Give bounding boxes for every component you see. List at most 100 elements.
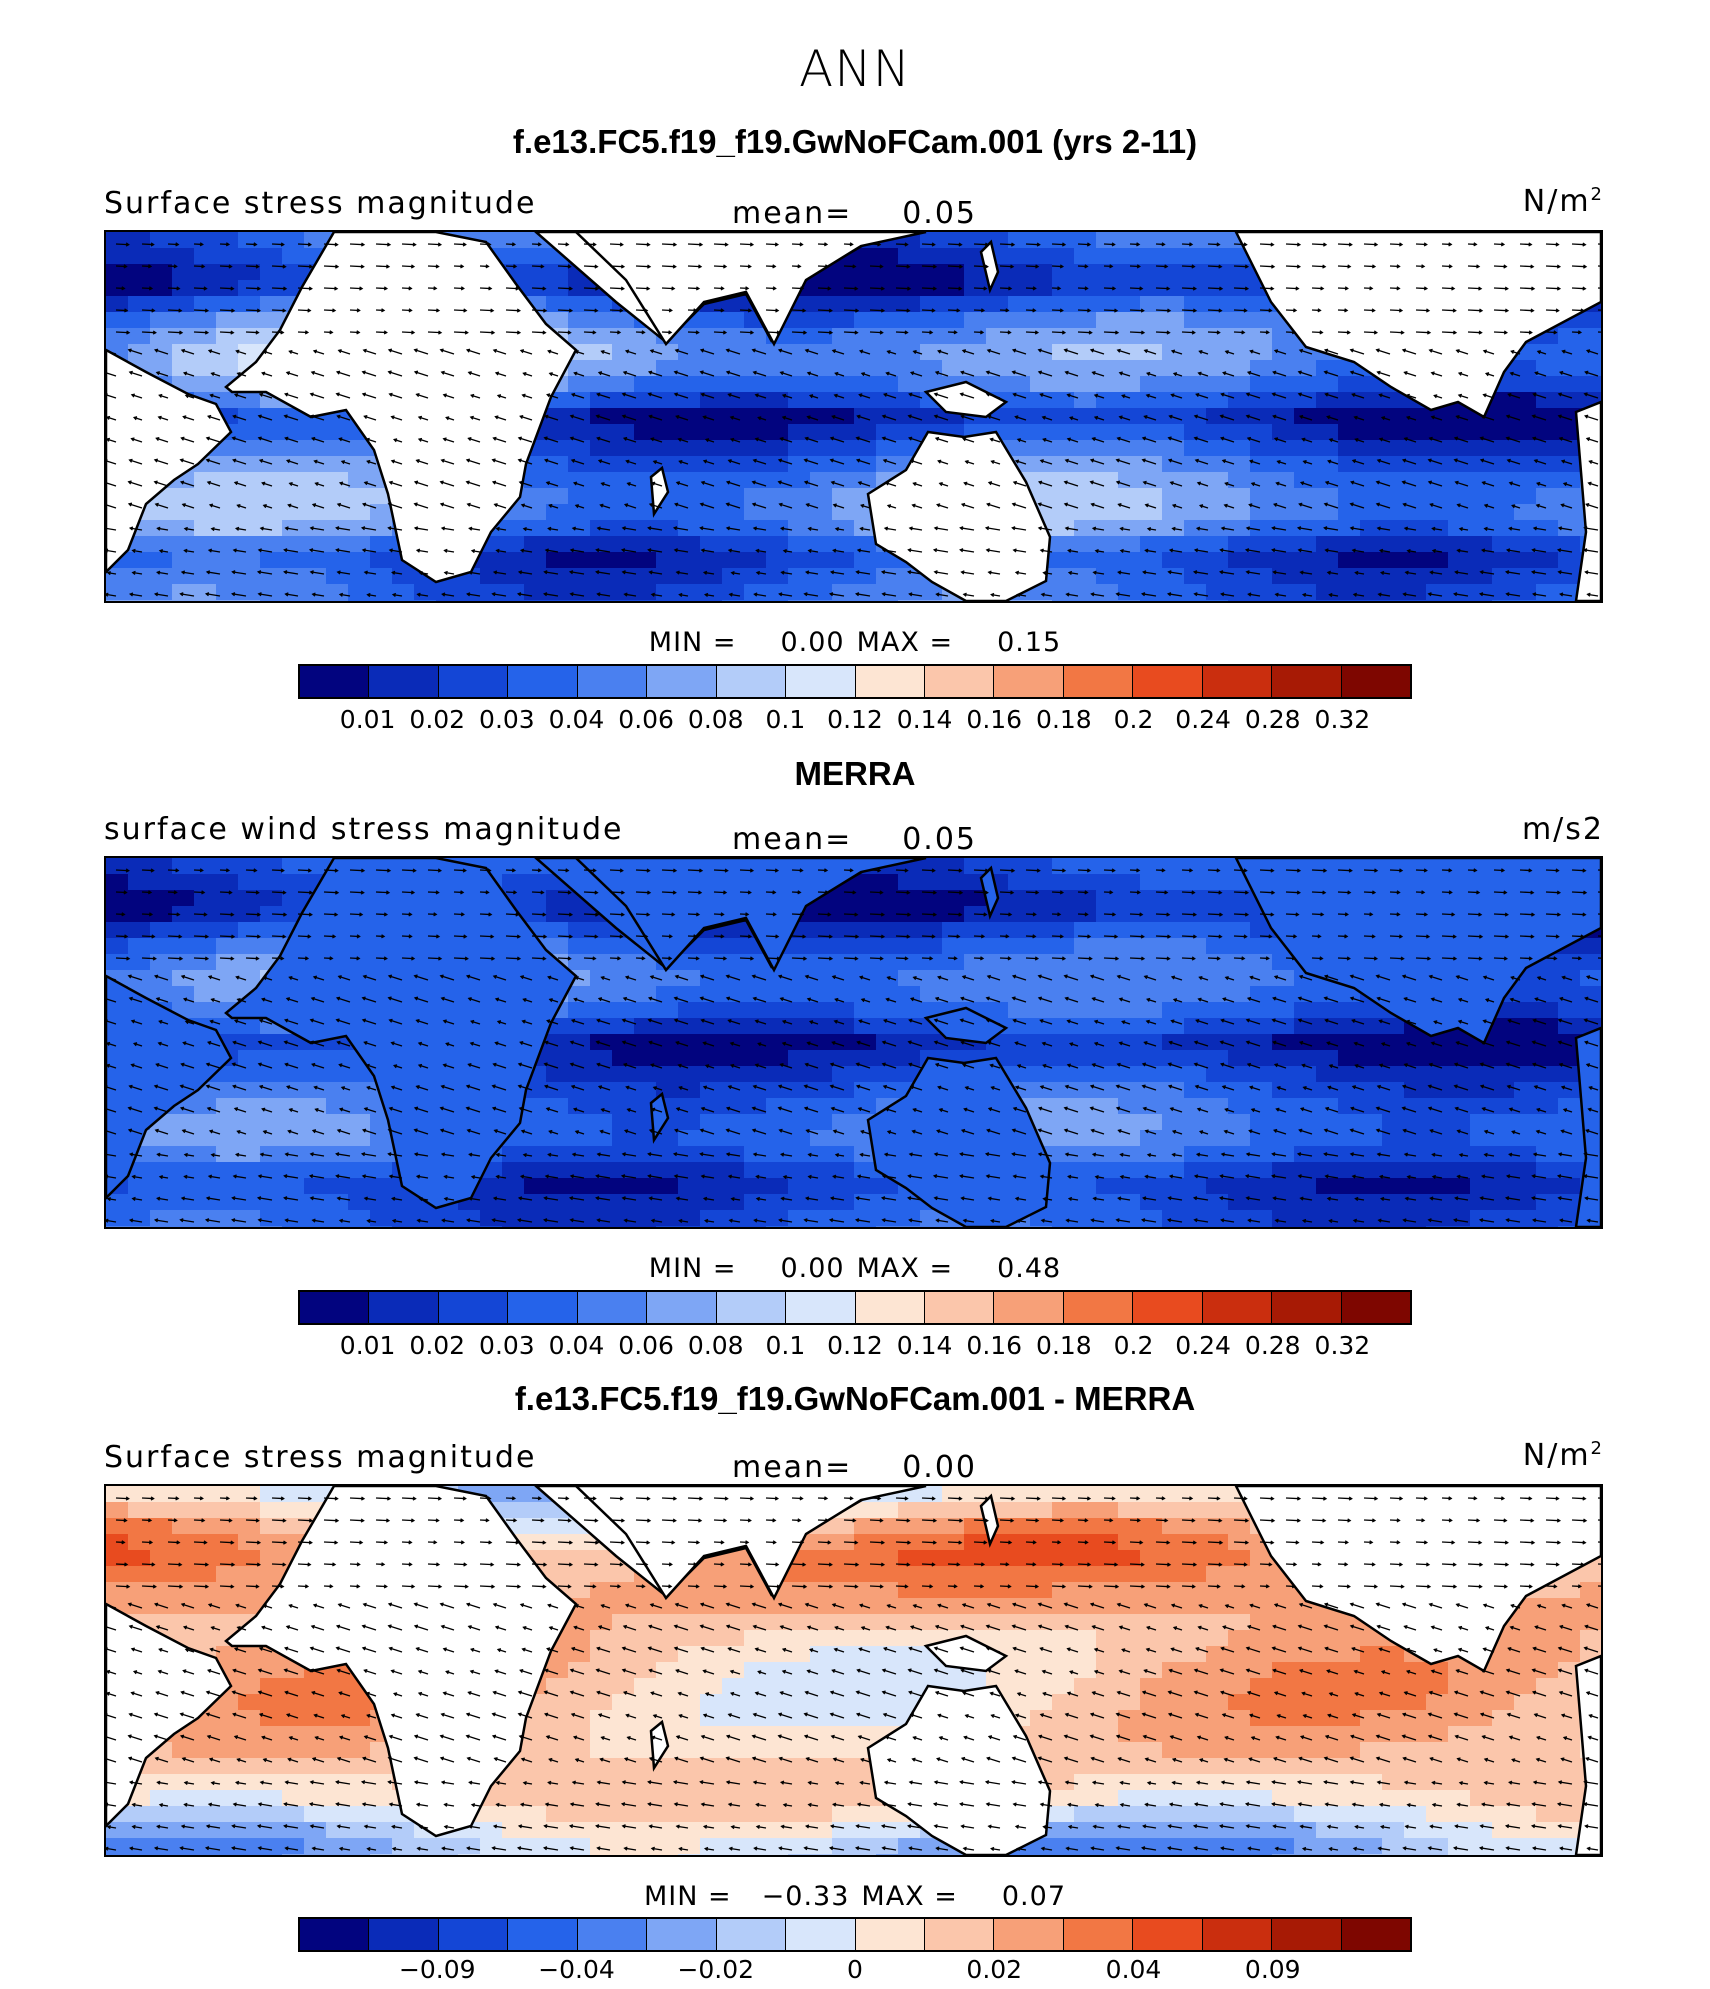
coastline-india_arabia — [574, 858, 927, 973]
colorbar-tick-label: 0.16 — [966, 1331, 1023, 1360]
colorbar-tick-label: 0.09 — [1244, 1955, 1301, 1984]
panel-2-colorbar — [298, 1290, 1412, 1325]
colorbar-tick-label: 0.14 — [896, 1331, 953, 1360]
colorbar-tick-label: −0.09 — [398, 1955, 476, 1984]
colorbar-tick-label: 0.02 — [409, 1331, 466, 1360]
panel-2-min-value: 0.00 — [780, 1253, 845, 1284]
panel-3-units: N/m2 — [1522, 1438, 1604, 1473]
colorbar-swatch — [577, 1292, 648, 1323]
colorbar-swatch — [855, 1919, 925, 1950]
coastline-indonesia — [923, 380, 1009, 419]
panel-1-colorbar-ticks: 0.01 0.02 0.03 0.04 0.06 0.08 0.1 0.12 0.14 0.16 0… — [298, 705, 1412, 737]
panel-3-title: f.e13.FC5.f19_f19.GwNoFCam.001 - MERRA — [514, 1380, 1196, 1417]
colorbar-swatch — [577, 1919, 648, 1950]
colorbar-swatch — [300, 1292, 370, 1323]
wind-vectors — [106, 242, 1601, 598]
colorbar-tick-label: 0.24 — [1175, 705, 1231, 734]
coastline-namerica — [1234, 1486, 1601, 1673]
colorbar-swatch — [1202, 1919, 1273, 1950]
colorbar-swatch — [1272, 1292, 1342, 1323]
colorbar-tick-label: 0.06 — [618, 1331, 674, 1360]
colorbar-swatch — [855, 1292, 925, 1323]
colorbar-swatch — [924, 1919, 995, 1950]
panel-2-units: m/s2 — [1521, 812, 1604, 847]
wind-vectors — [106, 1496, 1601, 1852]
colorbar-tick-label: 0.02 — [409, 705, 466, 734]
colorbar-tick-label: 0.03 — [479, 1331, 535, 1360]
panel-3-variable-label: Surface stress magnitude — [104, 1440, 537, 1475]
colorbar-swatch — [786, 1292, 856, 1323]
panel-2-mean-value: 0.05 — [902, 822, 978, 857]
colorbar-tick-label: −0.04 — [538, 1955, 615, 1984]
colorbar-swatch — [369, 1919, 439, 1950]
land-masses — [106, 858, 1601, 1227]
coastline-africa — [224, 232, 578, 584]
panel-1-mean-value: 0.05 — [902, 196, 978, 231]
coastline-africa — [224, 1486, 578, 1838]
colorbar-tick-label: 0.28 — [1244, 705, 1301, 734]
panel-3-min-value: −0.33 — [761, 1881, 850, 1912]
colorbar-tick-label: 0.18 — [1036, 705, 1092, 734]
colorbar-tick-label: 0.2 — [1113, 705, 1154, 734]
colorbar-swatch — [1133, 666, 1203, 697]
coastline-africa — [224, 858, 578, 1210]
colorbar-swatch — [1341, 666, 1410, 697]
colorbar-swatch — [300, 666, 370, 697]
panel-3-mean-value: 0.00 — [902, 1450, 978, 1485]
colorbar-tick-label: 0.12 — [827, 705, 883, 734]
coastline-australia — [866, 430, 1052, 601]
colorbar-swatch — [924, 1292, 995, 1323]
colorbar-swatch — [438, 1919, 509, 1950]
colorbar-tick-label: 0.28 — [1244, 1331, 1301, 1360]
panel-2-colorbar-ticks: 0.01 0.02 0.03 0.04 0.06 0.08 0.1 0.12 0.14 0.16 0… — [298, 1331, 1412, 1363]
colorbar-swatch — [508, 1292, 578, 1323]
colorbar-swatch — [1272, 666, 1342, 697]
colorbar-swatch — [786, 666, 856, 697]
panel-1-title: f.e13.FC5.f19_f19.GwNoFCam.001 (yrs 2-11… — [512, 123, 1198, 160]
colorbar-tick-label: 0.14 — [896, 705, 953, 734]
coastline-australia — [866, 1056, 1052, 1227]
colorbar-tick-label: 0.01 — [339, 1331, 396, 1360]
coastline-namerica — [1234, 858, 1601, 1045]
panel-1-mean-label: mean= — [732, 196, 853, 231]
colorbar-swatch — [647, 666, 717, 697]
colorbar-tick-label: 0.08 — [687, 705, 744, 734]
colorbar-swatch — [1341, 1919, 1410, 1950]
panel-1-variable-label: Surface stress magnitude — [104, 186, 537, 221]
colorbar-swatch — [994, 666, 1064, 697]
colorbar-tick-label: 0.04 — [548, 1331, 605, 1360]
colorbar-swatch — [1063, 666, 1134, 697]
coastline-madagascar — [649, 1719, 670, 1772]
colorbar-tick-label: 0.32 — [1314, 705, 1371, 734]
colorbar-swatch — [994, 1919, 1064, 1950]
colorbar-swatch — [924, 666, 995, 697]
wind-vectors — [106, 868, 1601, 1224]
panel-2-title: MERRA — [794, 755, 916, 792]
colorbar-tick-label: 0.03 — [479, 705, 535, 734]
panel-1-max-value: 0.15 — [997, 627, 1062, 658]
coastline-samerica — [106, 348, 233, 574]
colorbar-tick-label: 0.06 — [618, 705, 674, 734]
colorbar-tick-label: 0 — [847, 1955, 863, 1984]
colorbar-swatch — [994, 1292, 1064, 1323]
colorbar-tick-label: 0.1 — [765, 705, 806, 734]
colorbar-tick-label: 0.08 — [687, 1331, 744, 1360]
colorbar-tick-label: −0.02 — [677, 1955, 755, 1984]
colorbar-swatch — [855, 666, 925, 697]
coastline-australia — [866, 1684, 1052, 1855]
colorbar-swatch — [438, 666, 509, 697]
panel-1-colorbar — [298, 664, 1412, 699]
coastline-india_arabia — [574, 232, 927, 347]
colorbar-swatch — [1341, 1292, 1410, 1323]
figure-title: ANN — [798, 40, 911, 98]
colorbar-tick-label: 0.01 — [339, 705, 396, 734]
coastline-madagascar — [649, 1091, 670, 1144]
coastline-samerica — [106, 1602, 233, 1828]
panel-2-mean-label: mean= — [732, 822, 853, 857]
colorbar-swatch — [786, 1919, 856, 1950]
coastline-india_arabia — [574, 1486, 927, 1601]
coastline-madagascar — [649, 465, 670, 518]
colorbar-swatch — [716, 1292, 787, 1323]
colorbar-swatch — [369, 666, 439, 697]
colorbar-tick-label: 0.16 — [966, 705, 1023, 734]
